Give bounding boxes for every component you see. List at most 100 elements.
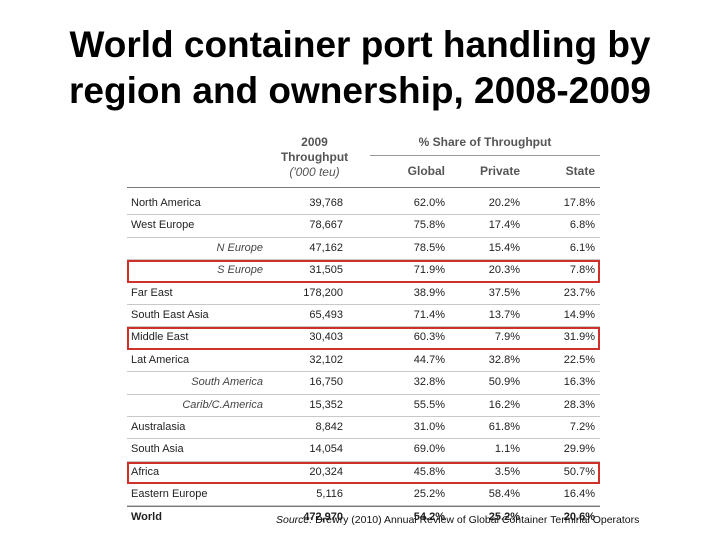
global-column-header: Global: [407, 164, 445, 178]
region-cell: West Europe: [131, 219, 195, 232]
source-text: Drewry (2010) Annual Review of Global Co…: [312, 514, 640, 526]
throughput-label: Throughput: [280, 150, 349, 164]
global-share-cell: 55.5%: [413, 398, 445, 411]
region-cell: South Asia: [131, 443, 184, 456]
region-cell: Australasia: [131, 420, 186, 433]
table-row: Carib/C.America 15,352 55.5% 16.2% 28.3%: [127, 395, 600, 417]
throughput-cell: 31,505: [309, 264, 343, 277]
table-row: North America 39,768 62.0% 20.2% 17.8%: [127, 193, 600, 216]
global-share-cell: 32.8%: [413, 376, 445, 389]
global-share-cell: 62.0%: [413, 197, 445, 209]
region-cell: North America: [131, 197, 201, 209]
throughput-cell: 5,116: [316, 488, 343, 501]
private-share-cell: 61.8%: [488, 420, 520, 433]
throughput-cell: 14,054: [309, 443, 343, 456]
state-share-cell: 7.8%: [569, 264, 595, 277]
table-row: Australasia 8,842 31.0% 61.8% 7.2%: [127, 417, 600, 440]
private-share-cell: 25.2%: [488, 511, 520, 524]
share-group-rule: [370, 155, 600, 156]
global-share-cell: 44.7%: [413, 353, 445, 366]
throughput-cell: 47,162: [309, 241, 343, 254]
global-share-cell: 25.2%: [413, 488, 445, 501]
throughput-cell: 178,200: [303, 286, 343, 299]
private-share-cell: 58.4%: [488, 488, 520, 501]
private-share-cell: 20.2%: [488, 197, 520, 209]
state-share-cell: 29.9%: [563, 443, 595, 456]
table-header: 2009 Throughput ('000 teu) % Share of Th…: [127, 131, 600, 189]
global-share-cell: 71.9%: [413, 264, 445, 277]
table-row: South East Asia 65,493 71.4% 13.7% 14.9%: [127, 305, 600, 328]
throughput-unit: ('000 teu): [289, 165, 340, 179]
table-row: World 472,970 54.2% 25.2% 20.6%: [127, 506, 600, 528]
region-cell: World: [131, 511, 162, 524]
region-cell: N Europe: [216, 241, 263, 254]
global-share-cell: 60.3%: [413, 331, 445, 344]
table-row: Eastern Europe 5,116 25.2% 58.4% 16.4%: [127, 484, 600, 507]
region-cell: Middle East: [131, 331, 189, 344]
throughput-cell: 8,842: [315, 420, 343, 433]
source-note: Source: Drewry (2010) Annual Review of G…: [276, 514, 639, 526]
throughput-column-header: 2009 Throughput ('000 teu): [272, 135, 357, 180]
slide-title: World container port handling by region …: [0, 22, 720, 114]
global-share-cell: 78.5%: [413, 241, 445, 254]
private-share-cell: 50.9%: [488, 376, 520, 389]
throughput-year: 2009: [301, 135, 328, 149]
state-share-cell: 16.4%: [563, 488, 595, 501]
private-share-cell: 1.1%: [494, 443, 520, 456]
throughput-cell: 15,352: [309, 398, 343, 411]
table-row: Middle East 30,403 60.3% 7.9% 31.9%: [127, 327, 600, 350]
table-row: Far East 178,200 38.9% 37.5% 23.7%: [127, 283, 600, 305]
header-rule: [127, 187, 600, 188]
throughput-cell: 78,667: [309, 219, 343, 232]
private-share-cell: 37.5%: [488, 286, 520, 299]
state-share-cell: 31.9%: [563, 331, 595, 344]
table-row: Africa 20,324 45.8% 3.5% 50.7%: [127, 461, 600, 485]
private-share-cell: 3.5%: [494, 465, 520, 478]
region-cell: Africa: [131, 465, 160, 478]
state-share-cell: 16.3%: [563, 376, 595, 389]
private-share-cell: 16.2%: [488, 398, 520, 411]
region-cell: Far East: [131, 286, 173, 299]
title-line-2: region and ownership, 2008-2009: [69, 70, 651, 111]
throughput-cell: 16,750: [309, 376, 343, 389]
table-row: South America 16,750 32.8% 50.9% 16.3%: [127, 372, 600, 395]
region-cell: S Europe: [217, 264, 263, 277]
global-share-cell: 45.8%: [413, 465, 445, 478]
state-share-cell: 14.9%: [563, 308, 595, 321]
private-share-cell: 32.8%: [488, 353, 520, 366]
region-cell: Lat America: [131, 353, 190, 366]
state-share-cell: 50.7%: [563, 465, 595, 478]
private-share-cell: 17.4%: [488, 219, 520, 232]
region-cell: South East Asia: [131, 308, 209, 321]
region-cell: Eastern Europe: [131, 488, 208, 501]
state-share-cell: 6.8%: [569, 219, 595, 232]
table-row: S Europe 31,505 71.9% 20.3% 7.8%: [127, 260, 600, 283]
state-share-cell: 17.8%: [563, 197, 595, 209]
global-share-cell: 54.2%: [413, 511, 445, 524]
global-share-cell: 38.9%: [413, 286, 445, 299]
private-share-cell: 20.3%: [488, 264, 520, 277]
table-row: West Europe 78,667 75.8% 17.4% 6.8%: [127, 215, 600, 238]
region-cell: Carib/C.America: [182, 398, 263, 411]
table-row: Lat America 32,102 44.7% 32.8% 22.5%: [127, 350, 600, 373]
private-share-cell: 15.4%: [488, 241, 520, 254]
region-cell: South America: [191, 376, 263, 389]
private-column-header: Private: [479, 164, 520, 178]
source-label: Source:: [276, 514, 313, 526]
state-share-cell: 6.1%: [569, 241, 595, 254]
throughput-cell: 20,324: [309, 465, 343, 478]
throughput-cell: 472,970: [303, 511, 343, 524]
private-share-cell: 7.9%: [494, 331, 520, 344]
throughput-cell: 30,403: [309, 331, 343, 344]
title-line-1: World container port handling by: [69, 24, 651, 65]
share-group-header: % Share of Throughput: [418, 135, 552, 149]
table-body: North America 39,768 62.0% 20.2% 17.8% West E…: [127, 193, 600, 529]
state-share-cell: 22.5%: [563, 353, 595, 366]
table-row: N Europe 47,162 78.5% 15.4% 6.1%: [127, 238, 600, 261]
state-column-header: State: [565, 164, 595, 178]
global-share-cell: 31.0%: [413, 420, 445, 433]
table-row: South Asia 14,054 69.0% 1.1% 29.9%: [127, 439, 600, 462]
throughput-cell: 65,493: [309, 308, 343, 321]
state-share-cell: 7.2%: [569, 420, 595, 433]
state-share-cell: 23.7%: [563, 286, 595, 299]
